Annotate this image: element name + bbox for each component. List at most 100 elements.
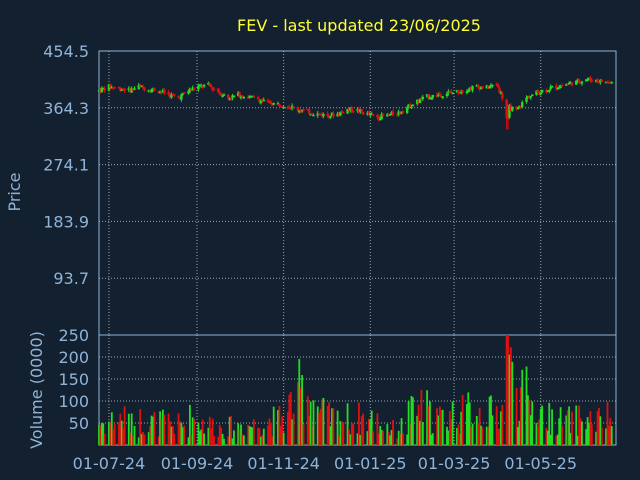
price-candle-body	[112, 86, 115, 89]
volume-bar	[559, 407, 562, 445]
volume-bar	[356, 433, 359, 445]
price-candle-body	[587, 77, 591, 80]
volume-bar	[429, 401, 431, 445]
price-candle-body	[440, 95, 443, 98]
price-candle-body	[207, 82, 210, 85]
volume-bar	[278, 405, 281, 445]
price-candle-body	[299, 110, 302, 112]
volume-bar	[268, 418, 271, 445]
price-candle-body	[141, 86, 145, 89]
volume-gridlines	[99, 335, 616, 445]
price-candle-body	[604, 81, 608, 84]
volume-bar	[140, 433, 143, 445]
volume-bar	[471, 423, 474, 445]
price-candle-body	[222, 94, 226, 96]
volume-bar	[568, 406, 571, 445]
price-candle-body	[586, 79, 589, 81]
volume-bar	[137, 437, 140, 445]
volume-bar	[187, 437, 190, 445]
price-candle-body	[143, 87, 146, 91]
price-candle-body	[528, 95, 531, 99]
price-candle-body	[337, 114, 341, 116]
price-candle-body	[173, 94, 176, 96]
volume-bar	[233, 430, 235, 445]
volume-bar	[227, 436, 230, 445]
price-candle-body	[589, 77, 592, 81]
price-candle-body	[130, 88, 133, 93]
volume-bar	[127, 413, 130, 445]
volume-bar	[98, 424, 100, 445]
chart-title: FEV - last updated 23/06/2025	[237, 16, 481, 35]
volume-bar	[599, 416, 602, 445]
price-candle-body	[539, 92, 542, 95]
volume-bar	[348, 429, 350, 445]
price-candle-body	[120, 89, 123, 91]
volume-bar	[129, 432, 132, 445]
price-candle-body	[269, 101, 273, 105]
price-candle-body	[555, 85, 558, 89]
price-candle-body	[190, 89, 193, 91]
price-candle-body	[168, 94, 172, 98]
price-candle-body	[326, 113, 329, 117]
volume-bar	[157, 436, 160, 445]
price-candle-body	[477, 84, 480, 87]
volume-bar	[281, 416, 284, 445]
volume-bar	[470, 426, 473, 445]
volume-bar	[160, 418, 163, 445]
x-tick-label: 01-01-25	[334, 454, 407, 473]
volume-y-tick-labels: 250 200 150 100 50	[58, 326, 89, 433]
price-candle-body	[461, 90, 464, 93]
price-candle-body	[451, 92, 454, 95]
volume-bar	[230, 416, 232, 445]
price-candle-body	[536, 90, 540, 93]
price-candle-body	[178, 97, 182, 100]
volume-bar	[359, 434, 362, 445]
volume-bar	[605, 428, 607, 445]
volume-bar	[171, 426, 174, 445]
volume-bar	[251, 427, 254, 445]
volume-bar	[498, 428, 501, 445]
price-panel: 454.5 364.3 274.1 183.9 93.7 Price	[5, 42, 617, 336]
volume-bar	[555, 435, 558, 445]
volume-bar	[525, 366, 528, 445]
price-candle-body	[113, 87, 116, 89]
price-candle-body	[229, 97, 233, 100]
volume-bar	[217, 436, 220, 445]
price-candle-body	[300, 110, 304, 112]
price-candle-body	[425, 94, 429, 97]
price-candle-body	[496, 84, 500, 88]
volume-bar	[210, 428, 213, 445]
price-candle-body	[401, 111, 405, 113]
price-candle-body	[491, 84, 494, 87]
price-candle-body	[170, 94, 173, 98]
price-candle-body	[271, 104, 274, 106]
volume-bar	[487, 426, 490, 445]
volume-bar	[163, 414, 166, 445]
volume-bar	[309, 401, 312, 445]
price-candle-body	[119, 87, 122, 91]
volume-bar	[575, 405, 578, 445]
price-candle-body	[486, 86, 490, 89]
volume-bar	[152, 416, 154, 445]
price-candle-body	[241, 95, 244, 98]
volume-bar	[132, 435, 134, 445]
volume-bar	[410, 396, 413, 445]
price-candle-body	[415, 100, 419, 104]
price-candle-body	[317, 113, 321, 115]
volume-bar	[545, 427, 548, 445]
price-candle-body	[187, 90, 190, 94]
price-candle-body	[519, 106, 523, 108]
volume-bar	[208, 416, 211, 445]
price-candle-body	[309, 114, 312, 116]
price-candle-body	[131, 89, 135, 91]
volume-bar	[122, 427, 125, 445]
volume-bar	[358, 402, 360, 445]
volume-bar	[339, 420, 342, 445]
volume-bar	[561, 425, 563, 445]
price-candle-body	[138, 85, 142, 88]
price-candle-body	[340, 111, 344, 113]
price-candle-body	[259, 100, 263, 104]
volume-bar	[589, 411, 592, 445]
volume-bar	[123, 406, 126, 445]
price-candle-body	[550, 86, 554, 88]
